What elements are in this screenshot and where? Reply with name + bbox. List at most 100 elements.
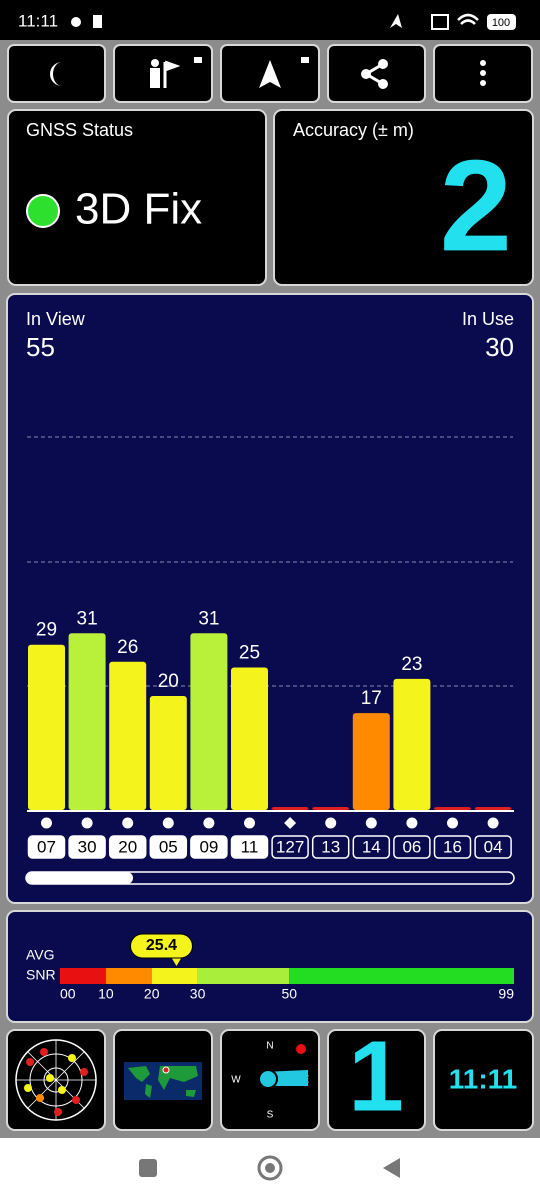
tour-button[interactable]	[113, 44, 213, 103]
share-button[interactable]	[327, 44, 426, 103]
home-button[interactable]	[257, 1155, 283, 1181]
bar	[312, 807, 350, 810]
snr-band	[151, 968, 198, 984]
menu-icon	[480, 70, 486, 76]
satellite-id: 09	[199, 837, 218, 856]
satellite-marker	[81, 817, 93, 829]
person-icon	[151, 59, 159, 67]
satellite-id-box	[190, 835, 228, 859]
sky-sat	[46, 1074, 54, 1082]
scrollbar-thumb[interactable]	[26, 872, 133, 884]
satellite-id: 07	[37, 837, 56, 856]
bar	[109, 661, 147, 810]
satellite-id: 06	[402, 837, 421, 856]
bar-label: 17	[361, 688, 382, 709]
satellite-id: 13	[321, 837, 340, 856]
flag-icon	[163, 60, 181, 88]
satellite-id-box	[230, 835, 269, 859]
bar-label: 25	[239, 643, 260, 664]
satellite-marker	[284, 817, 297, 829]
bar	[149, 696, 187, 810]
toolbar	[7, 44, 533, 103]
bars: 29 07 31 30 26 20 20 05 31 09 25 11 127 13 17 14 23 06 16 0…	[27, 608, 512, 859]
satellite-marker	[244, 817, 255, 829]
bar	[474, 807, 512, 810]
satellite-id: 16	[443, 837, 462, 856]
in-view-label: In View	[26, 309, 86, 329]
person-icon	[150, 68, 160, 88]
accuracy-panel	[273, 109, 534, 286]
satellite-marker	[162, 817, 174, 829]
battery-level: 100	[492, 17, 510, 29]
bar-label: 26	[117, 637, 138, 658]
clock-tile[interactable]	[433, 1029, 534, 1131]
number-tile[interactable]	[327, 1029, 426, 1131]
bar-label: 31	[198, 608, 219, 629]
snr-tick-label: 00	[60, 986, 76, 1002]
status-icon	[390, 14, 402, 28]
satellite-marker	[41, 817, 52, 829]
back-button[interactable]	[383, 1158, 400, 1178]
compass-w: W	[231, 1075, 241, 1086]
continents	[128, 1066, 198, 1098]
satellite-marker	[487, 817, 499, 829]
satellite-id-box	[433, 835, 472, 859]
sky-sat	[24, 1084, 32, 1092]
compass-needle	[258, 1069, 278, 1089]
snr-tick-label: 99	[498, 986, 514, 1002]
satellite-id: 20	[118, 837, 137, 856]
fix-status: 3D Fix	[75, 185, 202, 234]
in-view-count: 55	[26, 332, 55, 362]
bar	[434, 807, 471, 810]
snr-band	[60, 968, 106, 984]
bar	[68, 633, 106, 810]
bar	[352, 713, 390, 810]
satellite-id-box	[149, 835, 188, 859]
satellite-id-box	[474, 835, 512, 859]
fix-indicator	[26, 194, 60, 228]
satellite-marker	[447, 817, 458, 829]
satellite-id: 127	[276, 837, 304, 856]
satellite-id-box	[271, 835, 309, 859]
snr-scale: 00 10 20 30 50 99 25.4	[60, 933, 514, 1002]
satellite-marker	[325, 817, 337, 829]
avg-badge	[129, 933, 193, 959]
status-icon	[93, 15, 102, 28]
bar	[231, 667, 268, 810]
satellite-id-box	[311, 835, 350, 859]
sky-plot	[15, 1039, 97, 1121]
bar-label: 20	[158, 671, 179, 692]
satellite-marker	[406, 817, 418, 829]
sky-sat	[36, 1094, 44, 1102]
satellite-id-box	[68, 835, 106, 859]
compass-dot	[296, 1044, 306, 1054]
clock: 11:11	[449, 1063, 518, 1094]
share-icon	[361, 69, 371, 79]
sky-axes	[16, 1040, 96, 1120]
bar	[28, 644, 65, 810]
satellite-id-box	[27, 835, 66, 859]
status-icon	[457, 13, 479, 25]
satellite-id-box	[352, 835, 391, 859]
satellite-id: 04	[484, 837, 503, 856]
bar-label: 23	[401, 654, 422, 675]
snr-tick-label: 20	[144, 986, 160, 1002]
snr-tick-label: 50	[282, 986, 298, 1002]
night-mode-button[interactable]	[7, 44, 106, 103]
menu-icon	[480, 80, 486, 86]
recents-button[interactable]	[139, 1159, 157, 1177]
satellite-id: 14	[362, 837, 381, 856]
snr-band	[197, 968, 290, 984]
avg-value: 25.4	[146, 937, 177, 954]
tile-number: 1	[348, 1020, 404, 1132]
arrow-icon	[259, 60, 281, 88]
status-time: 11:11	[18, 11, 58, 30]
satellite-id: 11	[241, 837, 259, 856]
snr-band	[105, 968, 152, 984]
bar-label: 29	[36, 620, 57, 641]
snr-panel	[6, 910, 534, 1023]
battery	[487, 14, 516, 30]
compass-s: S	[267, 1110, 274, 1121]
satellite-id-box	[108, 835, 147, 859]
satellite-marker	[203, 817, 215, 829]
